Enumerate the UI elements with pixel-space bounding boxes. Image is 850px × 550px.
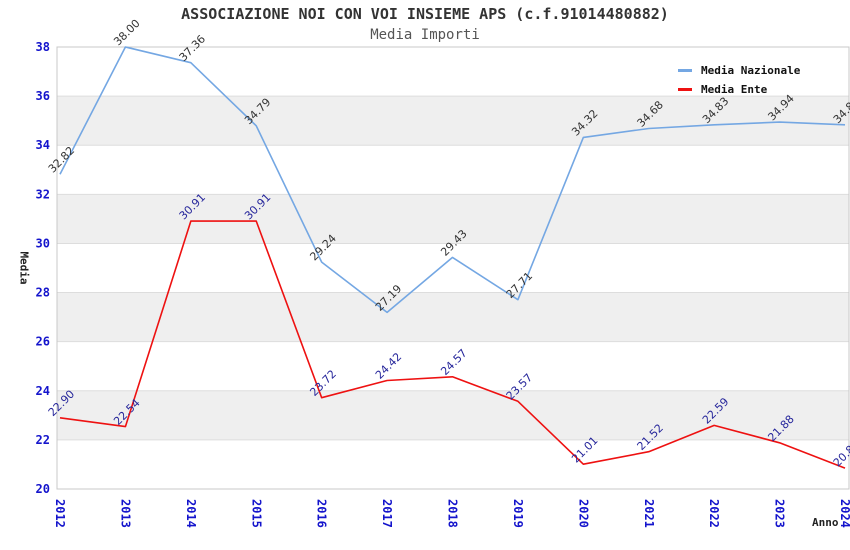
data-point-label: 24.57 [438, 347, 469, 378]
plot-border [56, 46, 850, 490]
legend-label: Media Ente [701, 83, 768, 96]
plot-band [57, 292, 849, 342]
y-tick-label: 34 [36, 138, 50, 152]
x-axis-title: Anno [812, 516, 839, 529]
x-tick-label: 2013 [118, 499, 132, 528]
legend-item-media-nazionale: Media Nazionale [678, 61, 800, 80]
chart-subtitle: Media Importi [370, 27, 480, 43]
y-tick-label: 30 [36, 236, 50, 250]
x-tick-label: 2024 [838, 499, 850, 528]
x-tick-label: 2012 [53, 499, 67, 528]
x-tick-label: 2015 [249, 499, 263, 528]
x-tick-label: 2017 [380, 499, 394, 528]
x-tick-label: 2022 [707, 499, 721, 528]
data-point-label: 20.85 [831, 438, 850, 469]
legend-label: Media Nazionale [701, 64, 801, 77]
x-tick-label: 2014 [184, 499, 198, 528]
x-tick-label: 2019 [511, 499, 525, 528]
chart-title: ASSOCIAZIONE NOI CON VOI INSIEME APS (c.… [181, 5, 669, 23]
y-axis-title: Media [18, 251, 31, 284]
legend-line-icon [678, 88, 692, 91]
y-tick-label: 20 [36, 482, 50, 496]
data-point-label: 24.42 [373, 350, 404, 381]
x-tick-label: 2023 [773, 499, 787, 528]
chart-legend: Media Nazionale Media Ente [678, 61, 800, 99]
data-point-label: 37.36 [177, 33, 208, 64]
y-tick-label: 22 [36, 433, 50, 447]
legend-item-media-ente: Media Ente [678, 80, 800, 99]
y-tick-label: 26 [36, 335, 50, 349]
y-tick-label: 32 [36, 187, 50, 201]
x-tick-label: 2016 [315, 499, 329, 528]
data-point-label: 38.00 [111, 17, 142, 48]
plot-band [57, 194, 849, 244]
plot-band [57, 390, 849, 440]
series-line-media-nazionale [59, 46, 846, 314]
y-tick-label: 38 [36, 40, 50, 54]
x-tick-label: 2020 [576, 499, 590, 528]
x-tick-label: 2021 [642, 499, 656, 528]
x-tick-label: 2018 [446, 499, 460, 528]
y-tick-label: 28 [36, 286, 50, 300]
y-tick-label: 24 [36, 384, 50, 398]
y-tick-label: 36 [36, 89, 50, 103]
legend-line-icon [678, 69, 692, 72]
plot-band [57, 96, 849, 146]
series-line-media-ente [59, 220, 846, 469]
